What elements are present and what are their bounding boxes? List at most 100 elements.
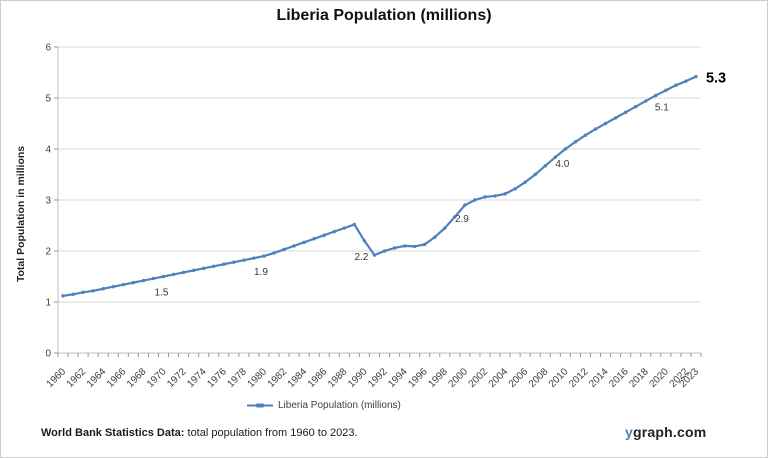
data-point-marker: [583, 133, 588, 137]
data-point-marker: [563, 147, 568, 151]
svg-text:1974: 1974: [185, 366, 209, 390]
data-point-marker: [171, 272, 176, 277]
svg-text:6: 6: [45, 43, 51, 54]
data-point-marker: [121, 282, 126, 287]
value-label: 5.1: [655, 102, 669, 113]
data-point-marker: [352, 222, 357, 227]
data-point-marker: [623, 110, 628, 114]
final-value-label: 5.3: [706, 71, 726, 87]
legend: Liberia Population (millions): [247, 400, 401, 411]
svg-text:4: 4: [45, 145, 51, 156]
data-point-marker: [222, 262, 226, 266]
svg-text:1980: 1980: [246, 366, 270, 390]
legend-line-marker-icon: [247, 403, 273, 408]
svg-text:1984: 1984: [286, 366, 310, 390]
svg-text:2018: 2018: [627, 366, 651, 390]
data-point-marker: [664, 88, 668, 93]
data-point-marker: [61, 294, 65, 298]
population-line-series: [61, 74, 698, 298]
data-point-marker: [412, 244, 417, 249]
data-point-marker: [443, 226, 447, 230]
data-label-annotations: 1.5 1.9 2.2 2.9 4.0 5.1 5.3: [155, 71, 727, 299]
data-point-marker: [603, 121, 608, 126]
data-point-marker: [362, 239, 367, 243]
data-point-marker: [342, 226, 347, 230]
svg-text:2008: 2008: [527, 366, 551, 390]
svg-text:1966: 1966: [105, 366, 129, 390]
population-line: [61, 75, 698, 297]
data-point-marker: [553, 155, 558, 159]
data-point-marker: [423, 242, 427, 247]
data-point-marker: [101, 287, 105, 291]
value-label: 1.9: [254, 267, 268, 278]
data-point-marker: [252, 256, 256, 260]
svg-text:1996: 1996: [406, 366, 430, 390]
data-point-marker: [543, 164, 547, 168]
svg-text:1962: 1962: [65, 366, 89, 390]
svg-text:2014: 2014: [587, 366, 611, 390]
svg-text:2016: 2016: [607, 366, 631, 390]
source-note-bold: World Bank Statistics Data:: [41, 427, 185, 439]
source-note: World Bank Statistics Data: total popula…: [41, 427, 358, 439]
data-point-marker: [322, 233, 326, 237]
data-point-marker: [372, 253, 377, 257]
value-label: 1.5: [155, 288, 169, 299]
data-point-marker: [644, 99, 648, 103]
data-point-marker: [533, 172, 537, 177]
svg-text:2006: 2006: [507, 366, 531, 390]
svg-text:2000: 2000: [447, 366, 471, 390]
svg-text:2010: 2010: [547, 366, 571, 390]
svg-text:2002: 2002: [467, 366, 491, 390]
data-point-marker: [463, 203, 467, 207]
svg-text:2004: 2004: [487, 366, 511, 390]
svg-text:1982: 1982: [266, 366, 290, 390]
data-point-marker: [402, 244, 407, 248]
data-point-marker: [262, 254, 266, 258]
svg-text:1978: 1978: [225, 366, 249, 390]
data-point-marker: [91, 289, 95, 293]
svg-text:1968: 1968: [125, 366, 149, 390]
svg-text:1986: 1986: [306, 366, 330, 390]
data-point-marker: [81, 290, 85, 295]
legend-label: Liberia Population (millions): [278, 400, 401, 411]
data-point-marker: [684, 79, 688, 83]
data-point-marker: [483, 195, 487, 199]
svg-text:1970: 1970: [145, 366, 169, 390]
data-point-marker: [453, 215, 457, 219]
data-point-marker: [191, 268, 196, 273]
data-point-marker: [392, 246, 397, 250]
data-point-marker: [212, 264, 216, 268]
svg-text:2: 2: [45, 247, 51, 258]
data-point-marker: [332, 229, 336, 234]
data-point-marker: [694, 74, 698, 79]
svg-text:1994: 1994: [386, 366, 410, 390]
data-point-marker: [181, 270, 186, 275]
data-point-marker: [312, 237, 316, 241]
data-point-marker: [613, 116, 618, 120]
brand-link[interactable]: ygraph.com: [625, 424, 706, 440]
data-point-marker: [674, 83, 678, 87]
data-point-marker: [71, 292, 75, 297]
y-axis-ticks-labels: 0 1 2 3 4 5 6: [45, 43, 58, 360]
svg-text:1: 1: [45, 298, 51, 309]
data-point-marker: [503, 192, 507, 196]
svg-text:1998: 1998: [426, 366, 450, 390]
data-point-marker: [493, 194, 497, 198]
svg-text:2020: 2020: [647, 366, 671, 390]
svg-text:0: 0: [45, 349, 51, 360]
source-note-rest: total population from 1960 to 2023.: [184, 427, 358, 439]
data-point-marker: [573, 140, 578, 144]
data-point-marker: [161, 274, 166, 279]
chart-title: Liberia Population (millions): [276, 7, 492, 24]
value-label: 2.2: [354, 252, 368, 263]
svg-text:5: 5: [45, 94, 51, 105]
data-point-marker: [593, 127, 598, 131]
data-point-marker: [141, 278, 146, 283]
svg-text:1972: 1972: [165, 366, 189, 390]
x-axis-ticks: [57, 353, 702, 357]
data-point-marker: [382, 249, 387, 253]
data-point-marker: [292, 244, 296, 248]
svg-text:1960: 1960: [45, 366, 69, 390]
